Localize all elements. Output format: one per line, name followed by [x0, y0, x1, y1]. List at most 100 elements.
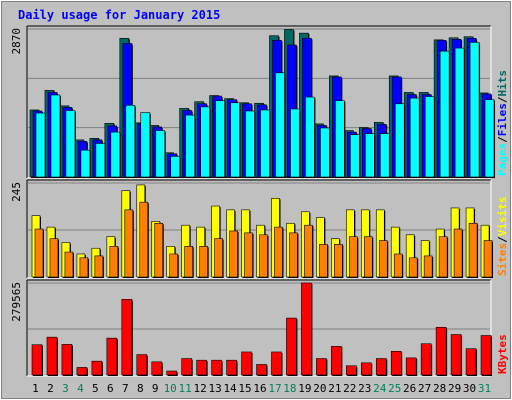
bar-sites — [319, 244, 329, 278]
legend-item: / — [496, 136, 509, 143]
bar-kbytes — [91, 360, 103, 376]
bar-sites — [244, 232, 254, 278]
bar-pages — [215, 100, 226, 178]
bar-kbytes — [331, 346, 343, 376]
x-tick-label: 7 — [122, 382, 129, 395]
bar-pages — [80, 149, 91, 178]
bar-sites — [363, 236, 374, 278]
bar-pages — [185, 114, 196, 178]
bar-kbytes — [420, 343, 433, 376]
bar-pages — [484, 99, 496, 178]
bar-pages — [364, 133, 376, 178]
bar-kbytes — [241, 351, 253, 376]
bar-pages — [245, 110, 256, 178]
bar-kbytes — [211, 359, 223, 376]
bar-sites — [109, 246, 119, 278]
x-tick-label: 12 — [194, 382, 207, 395]
x-tick-label: 28 — [433, 382, 446, 395]
bar-sites — [453, 228, 464, 278]
x-tick-label: 14 — [223, 382, 237, 395]
bar-kbytes — [346, 365, 358, 376]
bar-kbytes — [390, 351, 403, 376]
x-tick-label: 22 — [343, 382, 356, 395]
bar-pages — [350, 134, 361, 178]
panel-bottom: 279565 KBytes — [10, 279, 509, 377]
bar-sites — [229, 230, 239, 278]
panel-middle: 245 Sites/Visits — [10, 179, 509, 279]
x-tick-label: 11 — [179, 382, 192, 395]
bar-pages — [335, 100, 346, 178]
bar-sites — [304, 224, 314, 278]
x-tick-label: 27 — [418, 382, 431, 395]
bar-kbytes — [316, 358, 328, 376]
x-tick-label: 20 — [313, 382, 326, 395]
bar-kbytes — [286, 317, 298, 376]
x-tick-label: 6 — [107, 382, 114, 395]
x-tick-label: 21 — [328, 382, 341, 395]
x-tick-label: 31 — [478, 382, 491, 395]
x-tick-label: 9 — [152, 382, 159, 395]
legend-item: Files — [496, 103, 509, 136]
bar-kbytes — [465, 348, 478, 376]
bar-pages — [424, 96, 436, 178]
legend-item: KBytes — [496, 334, 509, 374]
x-tick-label: 15 — [238, 382, 251, 395]
bar-kbytes — [196, 359, 208, 376]
legend-item: Sites — [496, 243, 509, 276]
bar-sites — [274, 226, 284, 278]
bar-pages — [260, 109, 271, 178]
bar-sites — [349, 236, 359, 278]
bar-sites — [408, 257, 419, 278]
bar-kbytes — [151, 361, 163, 376]
legend-item: Hits — [496, 70, 509, 97]
bar-sites — [139, 201, 149, 278]
x-tick-label: 13 — [208, 382, 221, 395]
x-tick-label: 4 — [77, 382, 84, 395]
bar-kbytes — [166, 370, 178, 376]
legend-item: Pages — [496, 143, 509, 176]
axis-max-label: 245 — [10, 182, 23, 202]
x-tick-label: 16 — [253, 382, 266, 395]
bar-sites — [483, 240, 494, 278]
axis-max-label: 2870 — [10, 28, 23, 55]
bar-sites — [124, 209, 134, 278]
x-tick-label: 29 — [448, 382, 461, 395]
x-tick-label: 24 — [373, 382, 387, 395]
bar-kbytes — [61, 344, 73, 376]
legend-bottom: KBytes — [496, 334, 509, 374]
bar-pages — [290, 108, 301, 178]
x-tick-label: 26 — [403, 382, 416, 395]
x-tick-label: 25 — [388, 382, 401, 395]
bar-sites — [169, 253, 179, 278]
bar-sites — [64, 251, 74, 278]
x-axis: 1 2 3 4 5 6 7 8 9 10 11 12 13 14 15 16 17 18 19 20 21 22 23 24 2… — [32, 382, 491, 395]
bar-pages — [35, 112, 46, 178]
bar-pages — [320, 127, 331, 178]
bar-kbytes — [435, 326, 448, 376]
bar-pages — [409, 97, 421, 178]
bar-sites — [468, 222, 479, 278]
bar-kbytes — [106, 337, 118, 376]
bar-sites — [259, 234, 269, 278]
bar-sites — [34, 228, 44, 278]
x-tick-label: 8 — [137, 382, 144, 395]
bar-kbytes — [226, 359, 238, 376]
bar-pages — [140, 112, 151, 178]
bar-pages — [125, 105, 136, 178]
bar-kbytes — [360, 362, 373, 376]
bar-pages — [305, 96, 316, 178]
bar-kbytes — [271, 351, 283, 376]
chart-panels: 2870Pages/Files/Hits245Sites/Visits27956… — [10, 25, 509, 377]
bar-pages — [95, 143, 106, 178]
bar-kbytes — [31, 344, 43, 376]
bar-pages — [454, 47, 466, 178]
bar-pages — [439, 50, 451, 178]
legend-item: / — [496, 96, 509, 103]
bar-pages — [50, 94, 61, 178]
bar-kbytes — [450, 334, 463, 376]
legend-top: Pages/Files/Hits — [496, 70, 509, 176]
x-tick-label: 10 — [164, 382, 177, 395]
bar-pages — [275, 72, 286, 178]
bar-sites — [423, 255, 434, 278]
